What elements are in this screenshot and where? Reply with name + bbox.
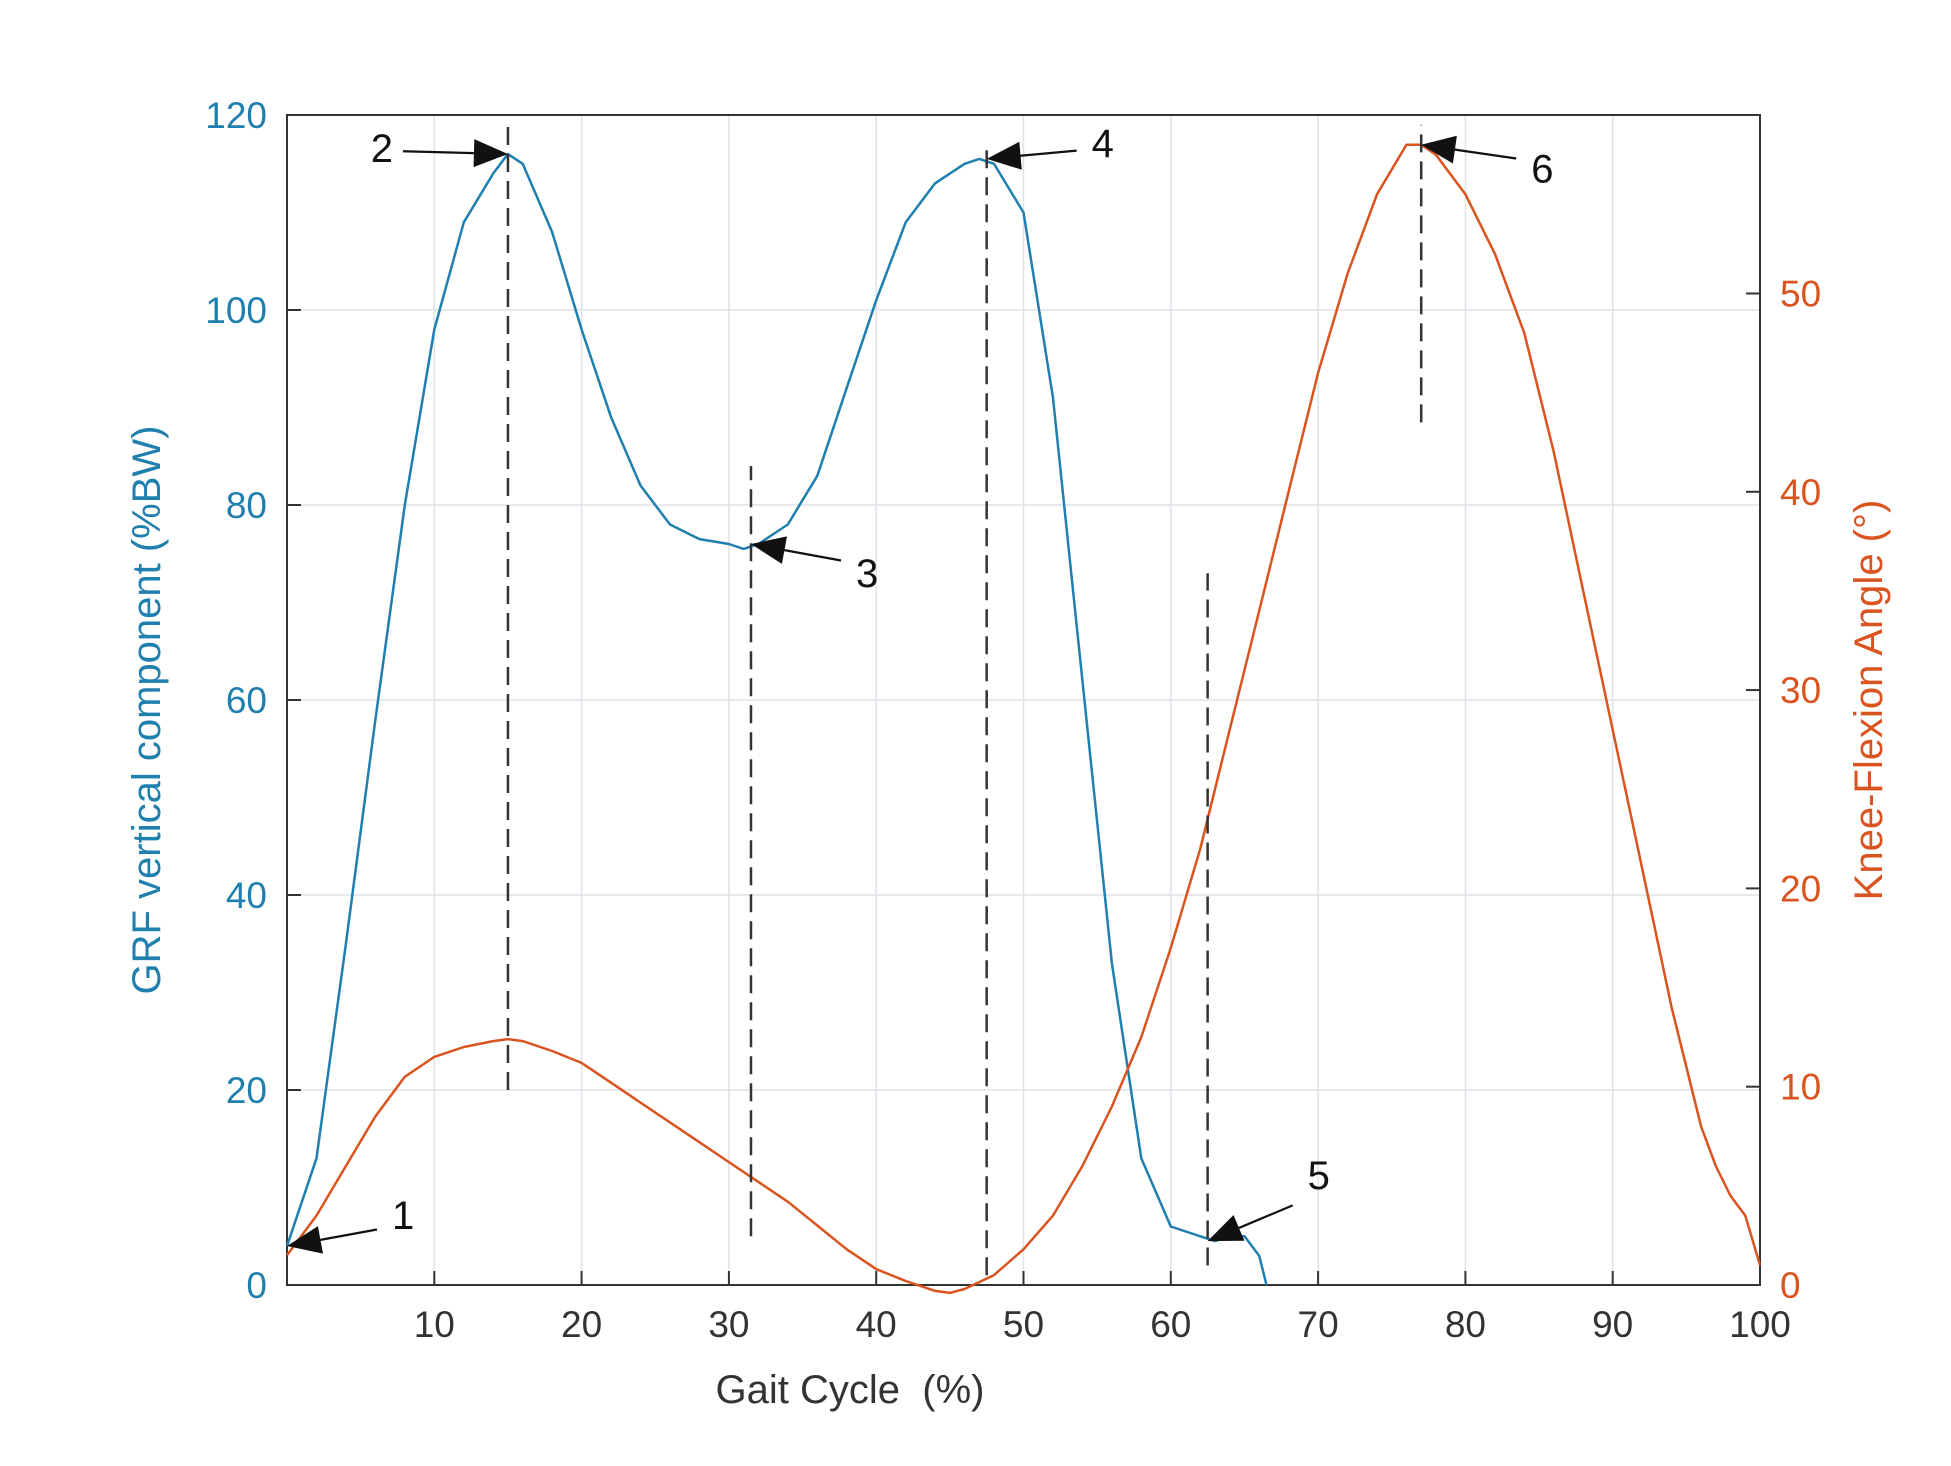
x-tick-label: 80 [1445,1304,1486,1345]
annotation-4: 4 [985,122,1114,1276]
annotation-2: 2 [371,124,510,1090]
annotation-label: 6 [1531,148,1553,192]
arrow-shaft [784,549,842,562]
x-tick-label: 50 [1003,1304,1044,1345]
annotation-label: 2 [371,127,393,171]
x-tick-label: 90 [1592,1304,1633,1345]
annotation-label: 1 [392,1194,414,1238]
x-tick-label: 40 [856,1304,897,1345]
y-left-tick-label: 40 [226,875,267,916]
y-right-tick-label: 50 [1780,273,1821,314]
y-right-tick-label: 10 [1780,1067,1821,1108]
annotation-label: 4 [1092,122,1114,166]
annotation-3: 3 [749,466,878,1237]
y-axis-left-label: GRF vertical component (%BW) [125,425,169,994]
series-knee-flexion-line [285,143,1762,1295]
y-right-tick-label: 0 [1780,1265,1801,1306]
annotation-5: 5 [1206,573,1330,1266]
arrow-head [287,1226,323,1254]
annotation-label: 3 [856,552,878,596]
series-lines [285,143,1762,1295]
x-tick-label: 70 [1298,1304,1339,1345]
annotation-label: 5 [1308,1154,1330,1198]
x-tick-label: 20 [561,1304,602,1345]
annotation-1: 1 [287,1194,414,1254]
annotations: 1 2 3 4 5 6 [287,122,1553,1276]
arrow-shaft [320,1228,378,1241]
y-right-tick-label: 20 [1780,868,1821,909]
y-left-tick-label: 0 [246,1265,267,1306]
y-axis-right-label: Knee-Flexion Angle (°) [1847,500,1891,901]
series-grf-line [285,152,1268,1286]
y-left-tick-label: 20 [226,1070,267,1111]
y-right-tick-label: 30 [1780,670,1821,711]
x-tick-label: 100 [1729,1304,1791,1345]
arrow-head [1421,135,1457,164]
x-tick-label: 30 [708,1304,749,1345]
x-axis-label: Gait Cycle (%) [716,1368,985,1412]
x-tick-label: 10 [414,1304,455,1345]
arrow-shaft [1454,148,1517,160]
y-left-tick-label: 120 [205,95,267,136]
axis-ticks: 10 20 30 40 50 60 70 80 90 1000204060801001200102… [205,95,1821,1345]
y-left-tick-label: 100 [205,290,267,331]
arrow-shaft [1020,149,1077,157]
y-left-tick-label: 80 [226,485,267,526]
arrow-shaft [1238,1204,1294,1229]
y-left-tick-label: 60 [226,680,267,721]
arrow-head [1207,1215,1245,1242]
x-tick-label: 60 [1150,1304,1191,1345]
arrow-shaft [402,150,474,155]
y-right-tick-label: 40 [1780,472,1821,513]
arrow-head [986,141,1022,170]
arrow-head [751,536,787,564]
annotation-6: 6 [1419,124,1553,423]
arrow-head [473,139,508,168]
